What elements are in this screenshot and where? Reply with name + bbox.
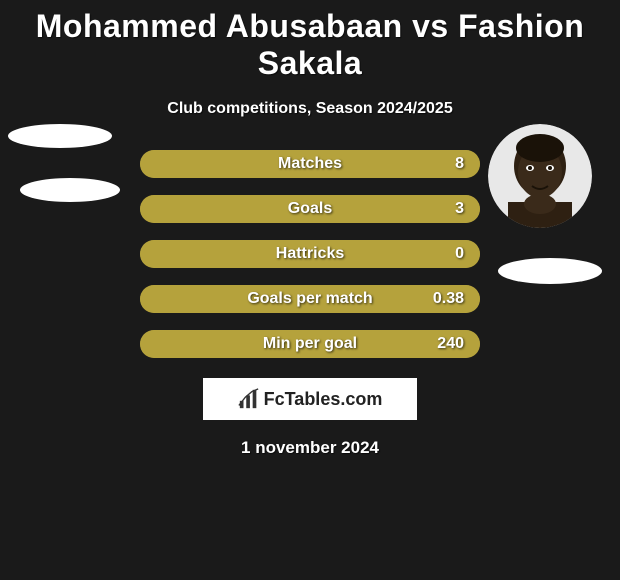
player-right-avatar xyxy=(488,124,592,228)
stat-value-right: 0 xyxy=(455,245,464,263)
player-left-shadow xyxy=(20,178,120,202)
page-title: Mohammed Abusabaan vs Fashion Sakala xyxy=(0,0,620,82)
stat-row-hattricks: Hattricks 0 xyxy=(140,240,480,268)
stat-row-min-per-goal: Min per goal 240 xyxy=(140,330,480,358)
stat-label: Matches xyxy=(278,155,342,173)
stat-row-goals: Goals 3 xyxy=(140,195,480,223)
stat-value-right: 0.38 xyxy=(433,290,464,308)
stat-value-right: 3 xyxy=(455,200,464,218)
comparison-infographic: Mohammed Abusabaan vs Fashion Sakala Clu… xyxy=(0,0,620,580)
player-left-placeholder xyxy=(8,124,112,148)
date-text: 1 november 2024 xyxy=(0,438,620,458)
page-subtitle: Club competitions, Season 2024/2025 xyxy=(0,100,620,118)
chart-icon xyxy=(238,388,260,410)
stat-row-matches: Matches 8 xyxy=(140,150,480,178)
stat-label: Goals xyxy=(288,200,332,218)
source-watermark: FcTables.com xyxy=(203,378,417,420)
stat-row-goals-per-match: Goals per match 0.38 xyxy=(140,285,480,313)
watermark-text: FcTables.com xyxy=(264,389,383,410)
stat-label: Goals per match xyxy=(247,290,372,308)
avatar-image xyxy=(488,124,592,228)
stat-label: Min per goal xyxy=(263,335,357,353)
stat-value-right: 8 xyxy=(455,155,464,173)
stat-label: Hattricks xyxy=(276,245,344,263)
stat-value-right: 240 xyxy=(437,335,464,353)
player-right-shadow xyxy=(498,258,602,284)
